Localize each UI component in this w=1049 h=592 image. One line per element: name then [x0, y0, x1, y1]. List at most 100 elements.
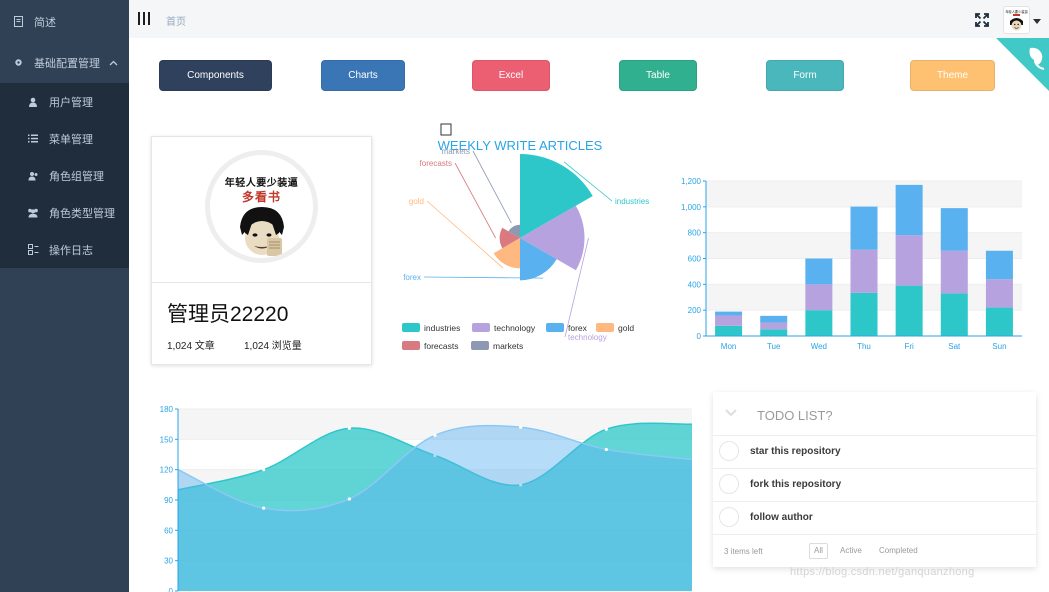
caret-down-icon[interactable]	[1033, 19, 1041, 24]
y-tick-label: 90	[164, 496, 173, 505]
fullscreen-icon[interactable]	[974, 12, 990, 28]
bar-segment[interactable]	[940, 250, 968, 294]
bar-segment[interactable]	[715, 311, 743, 316]
y-tick-label: 120	[160, 466, 174, 475]
components-button[interactable]: Components	[159, 60, 272, 91]
watermark: https://blog.csdn.net/ganquanzhong	[790, 566, 975, 578]
sidebar-item-overview[interactable]: 简述	[0, 3, 129, 40]
chevron-up-icon	[109, 58, 118, 68]
legend-label[interactable]: markets	[493, 341, 523, 351]
todo-item-text[interactable]: star this repository	[750, 446, 841, 457]
legend-swatch[interactable]	[471, 341, 489, 350]
bar-segment[interactable]	[805, 258, 833, 285]
area-point[interactable]	[519, 483, 523, 487]
legend-swatch[interactable]	[402, 323, 420, 332]
area-point[interactable]	[604, 447, 608, 452]
todo-item: star this repository	[713, 436, 1036, 469]
pie-slice-industries[interactable]	[520, 154, 593, 238]
sidebar-item-basic-config[interactable]: 基础配置管理	[0, 44, 129, 81]
pie-label-line	[423, 276, 544, 279]
legend-swatch[interactable]	[402, 341, 420, 350]
bar-segment[interactable]	[805, 310, 833, 336]
legend-label[interactable]: forecasts	[424, 341, 459, 351]
area-point[interactable]	[433, 453, 437, 458]
filter-completed[interactable]: Completed	[879, 546, 918, 555]
sidebar-item-operation-log[interactable]: 操作日志	[0, 231, 129, 268]
bar-segment[interactable]	[760, 322, 788, 330]
todo-item-text[interactable]: fork this repository	[750, 479, 842, 490]
breadcrumb[interactable]: 首页	[166, 17, 186, 28]
area-point[interactable]	[262, 468, 266, 472]
area-point[interactable]	[262, 506, 266, 510]
pie-slice-forecasts[interactable]	[499, 227, 520, 249]
todo-checkbox[interactable]	[719, 507, 739, 527]
hamburger-menu-icon[interactable]	[138, 12, 150, 25]
bar-segment[interactable]	[850, 206, 878, 250]
legend-swatch[interactable]	[596, 323, 614, 332]
area-series-1[interactable]	[178, 423, 692, 591]
bar-segment[interactable]	[985, 250, 1013, 280]
bar-segment[interactable]	[805, 284, 833, 311]
table-button[interactable]: Table	[619, 60, 697, 91]
pie-slice-technology[interactable]	[520, 205, 585, 271]
charts-button[interactable]: Charts	[321, 60, 405, 91]
pie-slice-markets[interactable]	[508, 224, 520, 238]
y-tick-label: 180	[160, 405, 174, 414]
bar-segment[interactable]	[715, 315, 743, 326]
area-point[interactable]	[519, 425, 523, 429]
user-card: 年轻人要少装逼 多看书 管理员22220 1,024 文章	[151, 136, 372, 365]
chevron-down-icon[interactable]	[724, 406, 738, 420]
sidebar-item-menu-management[interactable]: 菜单管理	[0, 120, 129, 157]
bar-segment[interactable]	[940, 208, 968, 251]
area-point[interactable]	[347, 426, 351, 430]
filter-active[interactable]: Active	[840, 546, 862, 555]
legend-swatch[interactable]	[472, 323, 490, 332]
bar-segment[interactable]	[850, 249, 878, 293]
legend-swatch[interactable]	[546, 323, 564, 332]
todo-item-text[interactable]: follow author	[750, 512, 813, 523]
bar-segment[interactable]	[895, 184, 923, 236]
bar-segment[interactable]	[850, 292, 878, 336]
area-point[interactable]	[347, 497, 351, 501]
area-point[interactable]	[604, 427, 608, 431]
pie-slice-gold[interactable]	[493, 238, 520, 269]
x-tick-label: Mon	[721, 342, 737, 351]
pie-label-line	[564, 237, 589, 338]
filter-all[interactable]: All	[809, 543, 828, 559]
todo-checkbox[interactable]	[719, 474, 739, 494]
y-tick-label: 400	[688, 280, 702, 289]
sidebar-item-label: 角色类型管理	[49, 207, 115, 220]
excel-button[interactable]: Excel	[472, 60, 550, 91]
bar-segment[interactable]	[895, 285, 923, 336]
legend-label[interactable]: technology	[494, 323, 536, 333]
pie-slice-forex[interactable]	[520, 238, 557, 281]
area-point[interactable]	[433, 433, 437, 437]
gear-icon	[10, 55, 26, 71]
pie-slice-label: industries	[615, 197, 649, 206]
legend-label[interactable]: industries	[424, 323, 460, 333]
view-count: 1,024 浏览量	[244, 341, 302, 352]
sidebar-item-role-type-management[interactable]: 角色类型管理	[0, 194, 129, 231]
pie-slice-label: technology	[568, 333, 607, 342]
bar-segment[interactable]	[760, 315, 788, 323]
bar-segment[interactable]	[895, 235, 923, 286]
area-series-2[interactable]	[178, 425, 692, 591]
todo-checkbox[interactable]	[719, 441, 739, 461]
sidebar-item-user-management[interactable]: 用户管理	[0, 83, 129, 120]
bar-segment[interactable]	[715, 325, 743, 336]
theme-button[interactable]: Theme	[910, 60, 995, 91]
avatar[interactable]: 年轻人要少装逼	[1003, 6, 1030, 34]
form-button[interactable]: Form	[766, 60, 844, 91]
bar-segment[interactable]	[985, 307, 1013, 336]
github-corner-icon[interactable]	[996, 38, 1049, 91]
legend-label[interactable]: forex	[568, 323, 588, 333]
legend-label[interactable]: gold	[618, 323, 634, 333]
bar-segment[interactable]	[940, 293, 968, 336]
sidebar-item-role-group-management[interactable]: 角色组管理	[0, 157, 129, 194]
todo-item: fork this repository	[713, 469, 1036, 502]
avatar-caption: 年轻人要少装逼	[1005, 9, 1028, 14]
chart-toolbox-icon[interactable]	[440, 123, 452, 136]
bar-segment[interactable]	[760, 329, 788, 336]
sidebar-item-label: 基础配置管理	[34, 57, 100, 70]
bar-segment[interactable]	[985, 279, 1013, 308]
